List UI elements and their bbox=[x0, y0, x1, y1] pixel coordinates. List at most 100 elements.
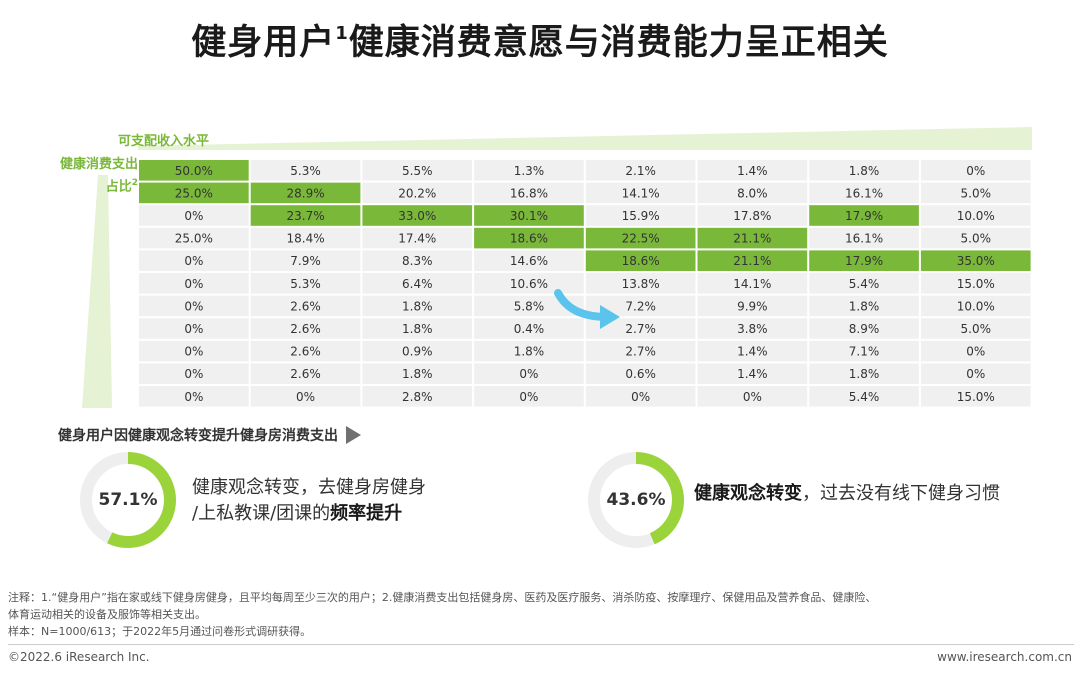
table-cell-value: 9.9% bbox=[737, 299, 768, 313]
table-cell bbox=[920, 363, 1031, 384]
table-cell-value: 25.0% bbox=[175, 186, 213, 200]
y-axis-label-text: 健康消费支出占比 bbox=[60, 157, 139, 195]
table-cell-value: 0% bbox=[184, 277, 203, 291]
footnote-line-1: 注释：1.“健身用户”指在家或线下健身房健身，且平均每周至少三次的用户；2.健康… bbox=[8, 591, 877, 604]
table-cell bbox=[809, 363, 919, 384]
table-cell bbox=[585, 386, 696, 407]
donut-2-desc-text: ，过去没有线下健身习惯 bbox=[802, 483, 1000, 504]
table-cell-value: 2.6% bbox=[290, 367, 321, 381]
table-cell-value: 0% bbox=[184, 209, 203, 223]
section-title-text: 健身用户因健康观念转变提升健身房消费支出 bbox=[58, 428, 338, 444]
table-cell bbox=[809, 295, 919, 317]
trend-arrow-shaft bbox=[554, 289, 608, 321]
table-cell-value: 0% bbox=[966, 164, 985, 178]
table-cell-value: 0% bbox=[184, 367, 203, 381]
table-cell-value: 1.8% bbox=[514, 345, 545, 359]
table-cell bbox=[474, 295, 584, 317]
table-cell-value: 5.0% bbox=[961, 232, 992, 246]
footnote-line-2: 体育运动相关的设备及服饰等相关支出。 bbox=[8, 608, 206, 621]
table-cell-value: 2.7% bbox=[625, 322, 656, 336]
table-cell bbox=[139, 227, 249, 249]
table-cell bbox=[585, 182, 696, 204]
footnotes: 注释：1.“健身用户”指在家或线下健身房健身，且平均每周至少三次的用户；2.健康… bbox=[8, 589, 1074, 640]
table-cell bbox=[920, 386, 1031, 407]
table-cell bbox=[474, 363, 584, 384]
table-cell bbox=[809, 227, 919, 249]
table-cell bbox=[697, 273, 808, 294]
donut-1-desc-line2-text: /上私教课/团课的 bbox=[192, 503, 331, 524]
table-cell-value: 0% bbox=[743, 390, 762, 404]
table-cell bbox=[697, 295, 808, 317]
table-cell-value: 2.7% bbox=[625, 345, 656, 359]
table-cell bbox=[920, 295, 1031, 317]
table-cell bbox=[474, 160, 584, 181]
table-cell-value: 0% bbox=[184, 390, 203, 404]
donut-2-arc bbox=[588, 452, 684, 548]
y-axis-label-footnote: 2 bbox=[131, 178, 138, 188]
table-cell-value: 0% bbox=[519, 367, 538, 381]
table-cell-value: 7.1% bbox=[849, 345, 880, 359]
table-cell bbox=[139, 182, 249, 204]
table-cell-value: 23.7% bbox=[286, 209, 324, 223]
table-cell bbox=[250, 182, 361, 204]
table-cell-value: 50.0% bbox=[175, 164, 213, 178]
table-cell bbox=[697, 318, 808, 339]
table-cell bbox=[697, 340, 808, 362]
table-cell-value: 14.1% bbox=[622, 186, 660, 200]
donut-1-desc-line1: 健康观念转变，去健身房健身 bbox=[192, 477, 426, 498]
table-cell-value: 2.6% bbox=[290, 322, 321, 336]
footer-copyright: ©2022.6 iResearch Inc. bbox=[8, 650, 150, 664]
table-cell bbox=[809, 340, 919, 362]
table-cell bbox=[809, 386, 919, 407]
table-cell bbox=[474, 227, 584, 249]
table-cell bbox=[585, 227, 696, 249]
triangle-arrow-icon bbox=[346, 426, 361, 444]
footnote-sample: 样本：N=1000/613；于2022年5月通过问卷形式调研获得。 bbox=[8, 625, 312, 638]
table-cell bbox=[474, 182, 584, 204]
table-cell-value: 0% bbox=[184, 254, 203, 268]
table-cell bbox=[809, 160, 919, 181]
table-cell bbox=[362, 363, 473, 384]
table-cell-value: 2.6% bbox=[290, 345, 321, 359]
table-cell-value: 5.8% bbox=[514, 299, 545, 313]
table-cell bbox=[250, 160, 361, 181]
table-cell bbox=[920, 205, 1031, 226]
table-cell-value: 7.9% bbox=[290, 254, 321, 268]
table-cell bbox=[920, 160, 1031, 181]
table-cell-value: 1.8% bbox=[849, 367, 880, 381]
footer-website-link[interactable]: www.iresearch.com.cn bbox=[937, 650, 1072, 664]
table-cell bbox=[362, 340, 473, 362]
table-cell-value: 1.4% bbox=[737, 367, 768, 381]
table-cell bbox=[697, 363, 808, 384]
table-cell bbox=[362, 318, 473, 339]
table-cell-value: 0.9% bbox=[402, 345, 433, 359]
table-cell-value: 0% bbox=[184, 299, 203, 313]
section-title: 健身用户因健康观念转变提升健身房消费支出 bbox=[58, 425, 361, 445]
donut-1-desc-bold: 频率提升 bbox=[330, 503, 403, 524]
table-cell bbox=[585, 340, 696, 362]
table-cell-value: 8.3% bbox=[402, 254, 433, 268]
table-cell bbox=[139, 250, 249, 271]
table-cell bbox=[920, 227, 1031, 249]
table-cell bbox=[474, 340, 584, 362]
table-cell-value: 16.1% bbox=[845, 232, 883, 246]
table-cell-value: 18.6% bbox=[510, 232, 548, 246]
table-cell-value: 1.8% bbox=[849, 299, 880, 313]
table-cell-value: 7.2% bbox=[625, 299, 656, 313]
table-cell-value: 18.6% bbox=[622, 254, 660, 268]
table-cell-value: 1.8% bbox=[849, 164, 880, 178]
table-cell bbox=[139, 318, 249, 339]
table-cell bbox=[697, 227, 808, 249]
table-cell bbox=[362, 295, 473, 317]
trend-arrow-head bbox=[600, 305, 620, 329]
donut-2-value: 43.6% bbox=[606, 490, 666, 510]
table-cell bbox=[585, 205, 696, 226]
table-cell bbox=[362, 182, 473, 204]
table-cell-value: 17.8% bbox=[733, 209, 771, 223]
table-cell-value: 5.4% bbox=[849, 277, 880, 291]
table-cell bbox=[362, 273, 473, 294]
table-cell-value: 25.0% bbox=[175, 232, 213, 246]
table-cell-value: 18.4% bbox=[286, 232, 324, 246]
table-cell-value: 10.6% bbox=[510, 277, 548, 291]
table-cell-value: 0% bbox=[966, 367, 985, 381]
